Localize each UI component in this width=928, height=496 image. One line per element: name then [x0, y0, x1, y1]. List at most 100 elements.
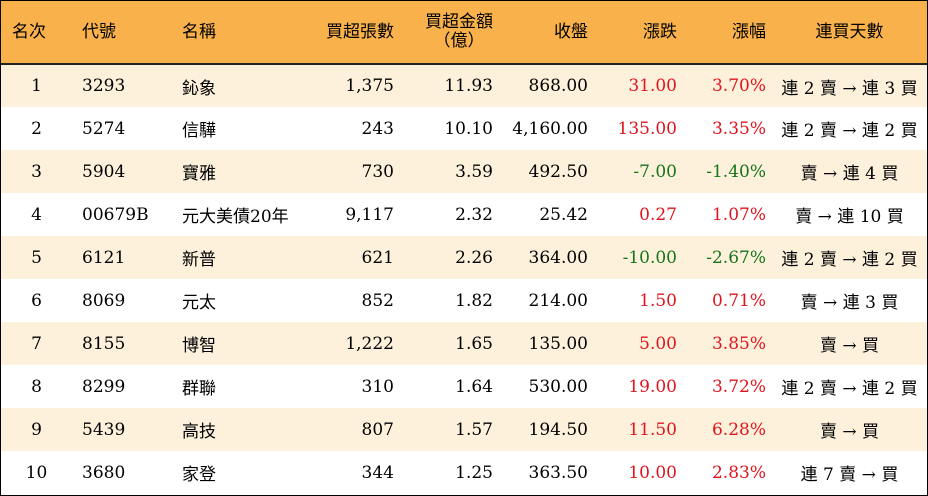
change-pct-cell: -2.67% [706, 247, 766, 268]
streak-cell: 賣 → 連 3 買 [800, 293, 899, 313]
change-cell: -10.00 [622, 247, 677, 268]
close-price-cell: 4,160.00 [512, 118, 588, 139]
net-buy-lots-cell: 310 [361, 376, 394, 397]
close-price-cell: 25.42 [539, 204, 588, 225]
name-cell: 鈊象 [182, 78, 216, 99]
close-price-cell: 363.50 [528, 462, 588, 483]
header-change-pct: 漲幅 [683, 1, 772, 65]
net-buy-lots-cell: 730 [361, 161, 394, 182]
table-row: 5 6121 新普 621 2.26 364.00 -10.00 -2.67% 連 2 賣 → … [1, 236, 927, 279]
code-cell: 8069 [82, 290, 126, 311]
net-buy-amount-cell: 1.65 [455, 333, 493, 354]
streak-cell: 連 2 賣 → 連 2 買 [781, 379, 918, 399]
net-buy-lots-cell: 807 [361, 419, 394, 440]
net-buy-lots-cell: 1,222 [345, 333, 394, 354]
change-cell: -7.00 [633, 161, 677, 182]
streak-cell: 連 2 賣 → 連 2 買 [781, 250, 918, 270]
close-price-cell: 364.00 [528, 247, 588, 268]
change-cell: 0.27 [639, 204, 677, 225]
table-row: 7 8155 博智 1,222 1.65 135.00 5.00 3.85% 賣 → 買 [1, 322, 927, 365]
rank-cell: 1 [31, 76, 42, 96]
streak-cell: 連 2 賣 → 連 3 買 [781, 78, 918, 99]
close-price-cell: 135.00 [528, 333, 588, 354]
net-buy-amount-cell: 1.57 [455, 419, 493, 440]
net-buy-lots-cell: 243 [361, 118, 394, 139]
close-price-cell: 868.00 [528, 76, 588, 96]
rank-cell: 8 [31, 376, 42, 397]
rank-cell: 9 [31, 419, 42, 440]
streak-cell: 賣 → 買 [819, 336, 880, 356]
name-cell: 元太 [182, 293, 216, 313]
change-pct-cell: 2.83% [711, 462, 766, 483]
net-buy-amount-cell: 1.82 [455, 290, 493, 311]
code-cell: 5274 [82, 118, 126, 139]
net-buy-amount-cell: 3.59 [455, 161, 493, 182]
net-buy-amount-cell: 2.26 [455, 247, 493, 268]
change-cell: 11.50 [628, 419, 677, 440]
table-body: 1 3293 鈊象 1,375 11.93 868.00 31.00 3.70% 連 2 賣 →… [1, 64, 927, 494]
name-cell: 寶雅 [182, 164, 216, 184]
rank-cell: 2 [31, 118, 42, 139]
header-net-buy-amount-line1: 買超金額 [425, 12, 493, 32]
net-buy-amount-cell: 1.64 [455, 376, 493, 397]
code-cell: 8299 [82, 376, 126, 397]
streak-cell: 賣 → 連 4 買 [800, 164, 899, 184]
net-buy-amount-cell: 11.93 [444, 76, 493, 96]
net-buy-lots-cell: 344 [361, 462, 394, 483]
net-buy-lots-cell: 9,117 [345, 204, 394, 225]
code-cell: 00679B [82, 204, 149, 225]
table-row: 1 3293 鈊象 1,375 11.93 868.00 31.00 3.70% 連 2 賣 →… [1, 64, 927, 107]
table-row: 3 5904 寶雅 730 3.59 492.50 -7.00 -1.40% 賣 → 連 4 買 [1, 150, 927, 193]
streak-cell: 連 7 賣 → 買 [800, 465, 899, 485]
rank-cell: 10 [25, 462, 48, 483]
close-price-cell: 530.00 [528, 376, 588, 397]
change-pct-cell: 6.28% [711, 419, 766, 440]
name-cell: 元大美債20年 [182, 207, 289, 227]
rank-cell: 3 [31, 161, 42, 182]
table-row: 6 8069 元太 852 1.82 214.00 1.50 0.71% 賣 → 連 3 買 [1, 279, 927, 322]
rank-cell: 4 [31, 204, 42, 225]
table-row: 10 3680 家登 344 1.25 363.50 10.00 2.83% 連 7 賣 → 買 [1, 451, 927, 494]
change-pct-cell: 3.35% [711, 118, 766, 139]
code-cell: 6121 [82, 247, 126, 268]
header-close: 收盤 [499, 1, 594, 65]
change-pct-cell: 3.72% [711, 376, 766, 397]
rank-cell: 6 [31, 290, 42, 311]
change-pct-cell: 0.71% [711, 290, 766, 311]
streak-cell: 連 2 賣 → 連 2 買 [781, 121, 918, 141]
code-cell: 5439 [82, 419, 126, 440]
table-row: 4 00679B 元大美債20年 9,117 2.32 25.42 0.27 1.07% 賣 →… [1, 193, 927, 236]
header-rank: 名次 [1, 1, 72, 65]
change-cell: 1.50 [639, 290, 677, 311]
net-buy-lots-cell: 852 [361, 290, 394, 311]
change-cell: 19.00 [628, 376, 677, 397]
change-pct-cell: 1.07% [711, 204, 766, 225]
net-buy-lots-cell: 1,375 [345, 76, 394, 96]
change-cell: 10.00 [628, 462, 677, 483]
change-pct-cell: 3.70% [711, 76, 766, 96]
change-pct-cell: -1.40% [706, 161, 766, 182]
close-price-cell: 194.50 [528, 419, 588, 440]
header-net-buy-lots: 買超張數 [317, 1, 400, 65]
table-row: 2 5274 信驊 243 10.10 4,160.00 135.00 3.35% 連 2 賣 … [1, 107, 927, 150]
table-row: 9 5439 高技 807 1.57 194.50 11.50 6.28% 賣 → 買 [1, 408, 927, 451]
name-cell: 家登 [182, 465, 216, 485]
name-cell: 博智 [182, 336, 216, 356]
table-header: 名次 代號 名稱 買超張數 買超金額 （億） 收盤 漲跌 漲幅 連買天數 [1, 1, 927, 65]
table-row: 8 8299 群聯 310 1.64 530.00 19.00 3.72% 連 2 賣 → 連 … [1, 365, 927, 408]
code-cell: 8155 [82, 333, 126, 354]
name-cell: 群聯 [182, 379, 216, 399]
code-cell: 5904 [82, 161, 126, 182]
net-buy-amount-cell: 10.10 [444, 118, 493, 139]
change-cell: 31.00 [628, 76, 677, 96]
header-row: 名次 代號 名稱 買超張數 買超金額 （億） 收盤 漲跌 漲幅 連買天數 [1, 1, 927, 65]
header-net-buy-amount: 買超金額 （億） [400, 1, 499, 65]
net-buy-lots-cell: 621 [361, 247, 394, 268]
header-code: 代號 [72, 1, 164, 65]
streak-cell: 賣 → 買 [819, 422, 880, 442]
rank-cell: 7 [31, 333, 42, 354]
net-buy-amount-cell: 2.32 [455, 204, 493, 225]
change-cell: 5.00 [639, 333, 677, 354]
